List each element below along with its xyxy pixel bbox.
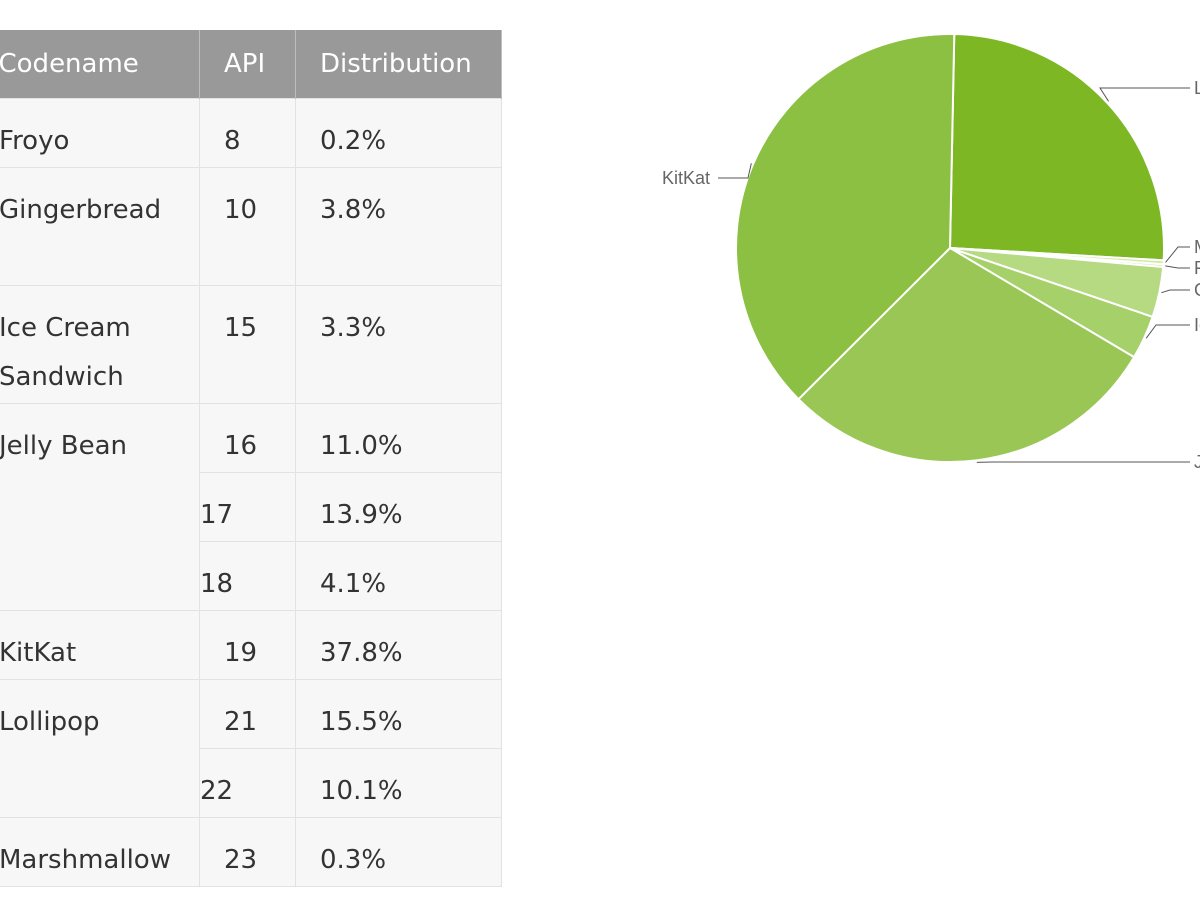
distribution-cell: 0.3% [295, 817, 502, 887]
table-row: Froyo 8 0.2% [0, 98, 502, 168]
leader-line-ice-cream-sandwich [1145, 324, 1190, 339]
table-row: Lollipop 21 15.5% [0, 679, 502, 818]
api-cell: 15 [199, 285, 296, 404]
codename-cell: KitKat [0, 610, 200, 680]
table-row: 17 13.9% [0, 472, 502, 542]
api-cell: 22 [199, 748, 296, 818]
pie-chart: L MFG Ic J KitKat [662, 33, 1200, 472]
api-cell: 10 [199, 167, 296, 286]
distribution-cell: 11.0% [295, 403, 502, 473]
distribution-cell: 37.8% [295, 610, 502, 680]
distribution-table: Codename API Distribution Froyo 8 0.2% G… [0, 30, 502, 887]
slice-label-marshmallow: M [1194, 237, 1200, 257]
leader-line-froyo [1165, 265, 1190, 269]
table-row: Gingerbread 10 3.8% [0, 167, 502, 286]
slice-label-ice-cream-sandwich: Ic [1194, 315, 1200, 335]
leader-line-marshmallow [1165, 246, 1190, 263]
codename-cell: Ice Cream Sandwich [0, 285, 200, 404]
table-header-row: Codename API Distribution [0, 30, 502, 99]
leader-line-lollipop [1099, 87, 1190, 102]
pie-slice-jelly-bean [797, 246, 1136, 463]
table-row: Ice Cream Sandwich 15 3.3% [0, 285, 502, 404]
codename-cell: Marshmallow [0, 817, 200, 887]
table-row: Marshmallow 23 0.3% [0, 817, 502, 887]
leader-line-kitkat [718, 163, 752, 179]
codename-cell: Gingerbread [0, 167, 200, 286]
api-cell: 19 [199, 610, 296, 680]
slice-label-kitkat: KitKat [662, 168, 710, 188]
pie-chart-container: L MFG Ic J KitKat [630, 0, 1200, 520]
api-cell: 21 [199, 679, 296, 749]
header-api: API [199, 30, 296, 99]
distribution-table-container: Codename API Distribution Froyo 8 0.2% G… [0, 30, 502, 887]
distribution-cell: 3.3% [295, 285, 502, 404]
slice-label-froyo: F [1194, 258, 1200, 278]
leader-line-gingerbread [1161, 289, 1190, 294]
distribution-cell: 15.5% [295, 679, 502, 749]
api-cell: 23 [199, 817, 296, 887]
slice-label-jelly-bean: J [1194, 452, 1200, 472]
distribution-cell: 10.1% [295, 748, 502, 818]
codename-text: Ice Cream Sandwich [0, 313, 131, 392]
codename-cell: Jelly Bean [0, 403, 200, 611]
pie-slice-lollipop [948, 33, 1165, 262]
distribution-cell: 0.2% [295, 98, 502, 168]
table-row: 18 4.1% [0, 541, 502, 611]
distribution-cell: 4.1% [295, 541, 502, 611]
pie-slice-kitkat [735, 33, 956, 401]
header-distribution: Distribution [295, 30, 502, 99]
table-row: 22 10.1% [0, 748, 502, 818]
header-codename: Codename [0, 30, 200, 99]
slice-label-gingerbread: G [1194, 280, 1200, 300]
api-cell: 17 [199, 472, 296, 542]
codename-cell: Froyo [0, 98, 200, 168]
codename-cell: Lollipop [0, 679, 200, 818]
table-row: Jelly Bean 16 11.0% [0, 403, 502, 611]
api-cell: 8 [199, 98, 296, 168]
slice-label-lollipop: L [1194, 78, 1200, 98]
table-row: KitKat 19 37.8% [0, 610, 502, 680]
distribution-cell: 13.9% [295, 472, 502, 542]
api-cell: 18 [199, 541, 296, 611]
api-cell: 16 [199, 403, 296, 473]
distribution-cell: 3.8% [295, 167, 502, 286]
